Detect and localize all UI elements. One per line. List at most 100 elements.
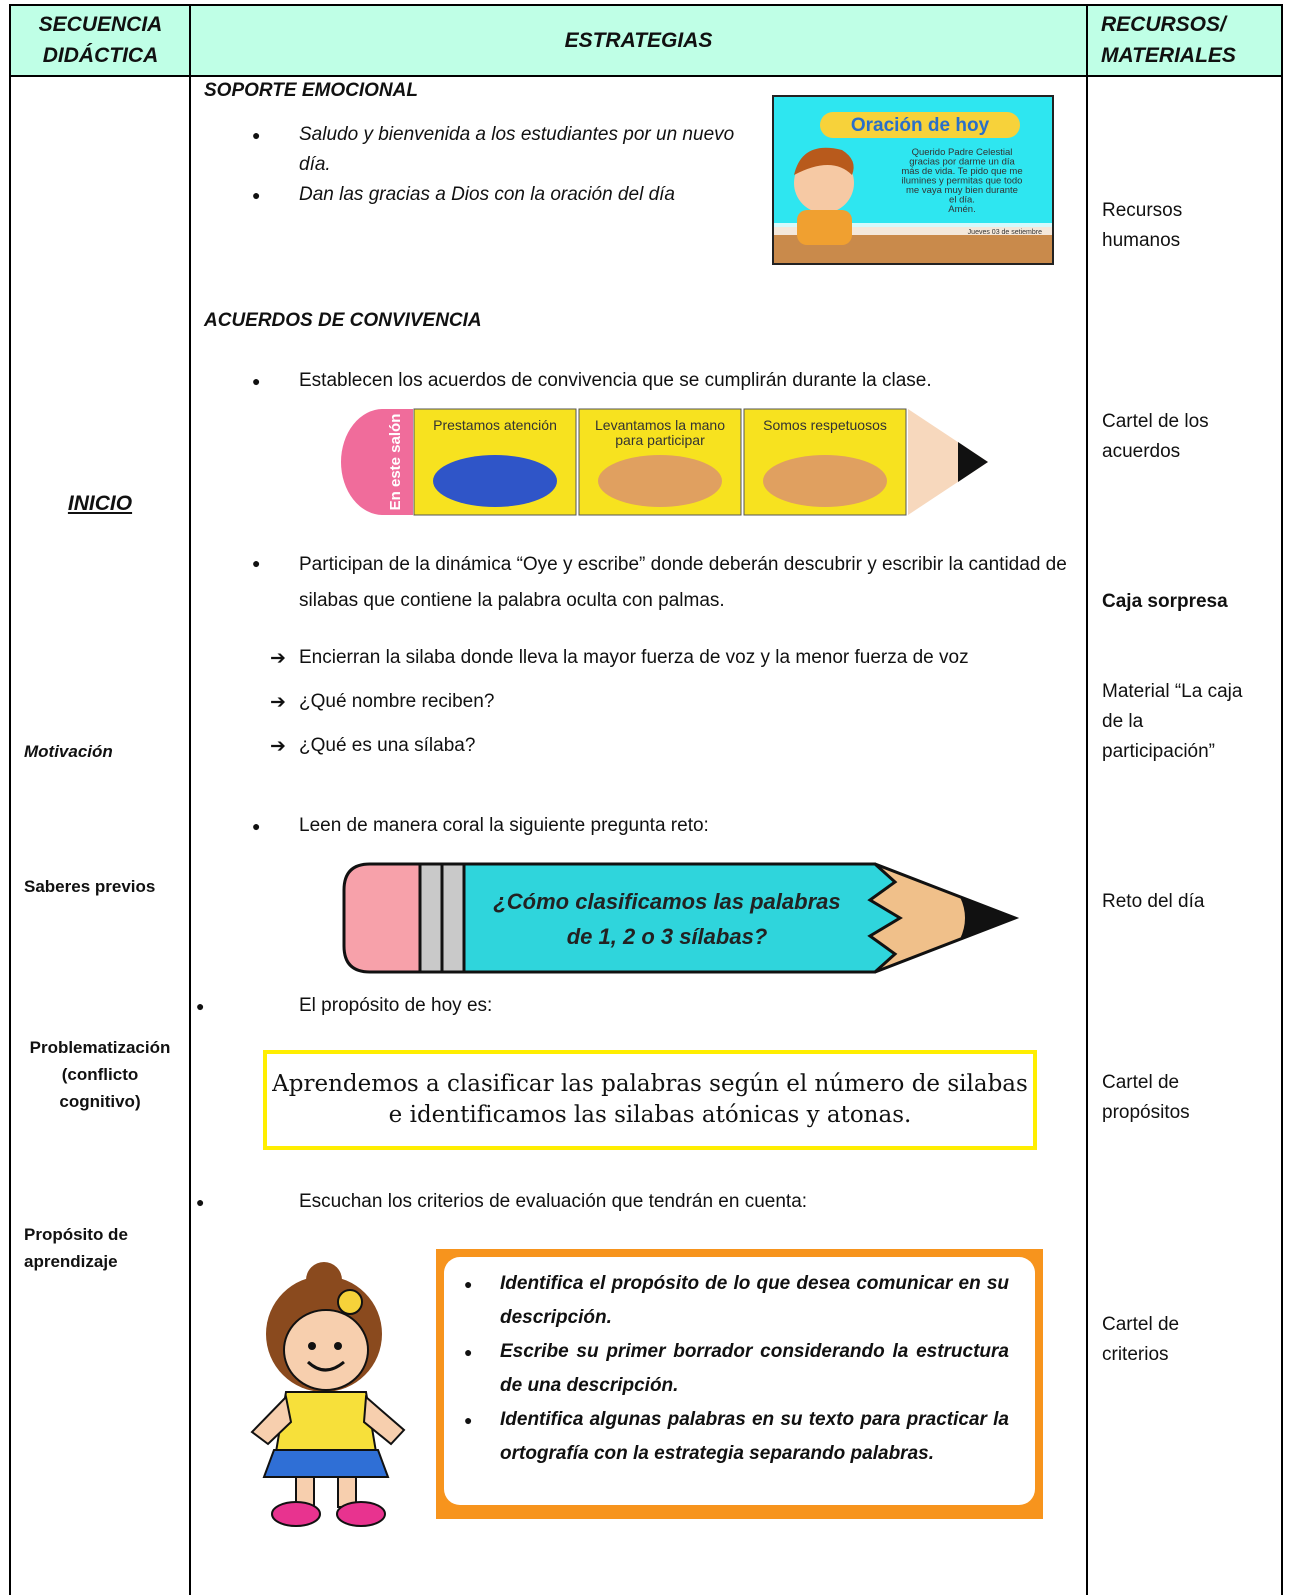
border <box>1086 4 1088 1595</box>
banner-label: Levantamos la mano para participar <box>595 417 725 448</box>
header-cell: ESTRATEGIAS <box>564 29 713 52</box>
arrow-text: ¿Qué es una sílaba? <box>299 735 476 756</box>
bullet: ● <box>252 818 261 834</box>
resource: Cartel de criterios <box>1102 1314 1180 1365</box>
prayer-line: el día. <box>949 195 975 206</box>
arrow: ➔ <box>270 736 286 757</box>
banner-items: Prestamos atención Levantamos la mano para… <box>413 408 907 516</box>
resource: Cartel de los acuerdos <box>1102 411 1209 462</box>
banner-label: Prestamos atención <box>433 417 557 433</box>
prayer-line: ilumines y permitas que todo <box>902 176 1023 187</box>
banner-picture <box>433 455 557 507</box>
section-title: SOPORTE EMOCIONAL <box>204 80 418 101</box>
eraser <box>341 409 413 515</box>
border <box>9 4 1283 6</box>
arrow: ➔ <box>270 692 286 713</box>
skirt <box>262 1449 390 1478</box>
banner-label: Somos respetuosos <box>763 417 887 433</box>
section-title: ACUERDOS DE CONVIVENCIA <box>204 310 482 331</box>
header-bg <box>10 5 1282 76</box>
resource: Reto del día <box>1102 891 1205 912</box>
criteria-text: Escribe su primer borrador considerando … <box>500 1341 1009 1396</box>
prayer-line: me vaya muy bien durante <box>906 185 1018 196</box>
criteria-inner: ● Identifica el propósito de lo que desea… <box>444 1257 1035 1505</box>
arrow-text: Encierran la silaba donde lleva la mayor… <box>299 647 969 668</box>
bullet-text: Establecen los acuerdos de convivencia q… <box>299 370 932 391</box>
shoe <box>336 1501 386 1527</box>
prayer-card: Oración de hoy Querido Padre Celestialgr… <box>772 95 1054 265</box>
header-cell: RECURSOS/ MATERIALES <box>1101 13 1236 67</box>
resource: Material “La caja de la participación” <box>1102 681 1243 762</box>
eraser-label: En este salón <box>387 414 404 511</box>
arrow-text: ¿Qué nombre reciben? <box>299 691 495 712</box>
resource: Cartel de propósitos <box>1102 1072 1190 1123</box>
pencil-paint <box>462 862 903 974</box>
criteria-item: ● Identifica algunas palabras en su texto… <box>464 1403 1009 1471</box>
border <box>9 4 11 1595</box>
face <box>283 1309 369 1391</box>
eye <box>334 1342 342 1350</box>
criteria-item: ● Escribe su primer borrador considerando… <box>464 1335 1009 1403</box>
bullet: ● <box>252 187 261 203</box>
prayer-line: más de vida. Te pido que me <box>901 166 1022 177</box>
bow <box>337 1289 363 1315</box>
pencil-tip <box>960 897 1015 939</box>
stage: Problematización (conflicto cognitivo) <box>29 1038 171 1111</box>
banner-picture <box>763 455 887 507</box>
banner-picture <box>598 455 722 507</box>
bullet-text: El propósito de hoy es: <box>299 995 493 1016</box>
bullet: ● <box>464 1412 473 1428</box>
stage: Motivación <box>24 742 113 761</box>
criteria-text: Identifica el propósito de lo que desea … <box>500 1273 1009 1328</box>
challenge-pencil: ¿Cómo clasificamos las palabras de 1, 2 … <box>342 862 1020 974</box>
girl-illustration <box>250 1262 406 1527</box>
title-band <box>820 112 1020 138</box>
pencil-wood <box>908 409 988 515</box>
smile <box>306 1360 345 1372</box>
bullet-text: Saludo y bienvenida a los estudiantes po… <box>299 124 735 175</box>
eye <box>308 1342 316 1350</box>
prayer-line: Amén. <box>948 204 975 215</box>
bullet-text: Leen de manera coral la siguiente pregun… <box>299 815 709 836</box>
criteria-item: ● Identifica el propósito de lo que desea… <box>464 1267 1009 1335</box>
border <box>189 4 191 1595</box>
banner-label-line: Levantamos la mano <box>595 417 725 433</box>
border <box>1281 4 1283 1595</box>
arrow: ➔ <box>270 648 286 669</box>
prayer-line: gracias por darme un día <box>909 157 1015 168</box>
arm <box>250 1394 293 1446</box>
arm <box>362 1394 406 1446</box>
child-body <box>797 210 852 245</box>
bullet-text: Participan de la dinámica “Oye y escribe… <box>299 554 1067 611</box>
challenge-question: de 1, 2 o 3 sílabas? <box>567 924 768 949</box>
prayer-line: Querido Padre Celestial <box>912 147 1013 158</box>
bullet: ● <box>252 373 261 389</box>
bullet: ● <box>196 1194 205 1210</box>
hair-bun <box>306 1262 342 1298</box>
resource: Recursos humanos <box>1102 200 1183 251</box>
bullet: ● <box>196 998 205 1014</box>
card-date: Jueves 03 de setiembre <box>968 229 1042 236</box>
card-title: Oración de hoy <box>851 115 990 136</box>
stage: Saberes previos <box>24 877 156 896</box>
criteria-list: ● Identifica el propósito de lo que desea… <box>464 1267 1009 1471</box>
eraser <box>342 862 422 974</box>
resource: Caja sorpresa <box>1102 591 1228 612</box>
bullet-text: Escuchan los criterios de evaluación que… <box>299 1191 808 1212</box>
bullet: ● <box>464 1276 473 1292</box>
shoe <box>271 1501 321 1527</box>
purpose-box: Aprendemos a clasificar las palabras seg… <box>263 1050 1037 1150</box>
agreements-banner: En este salón Prestamos atención Levantam… <box>341 408 988 516</box>
pencil-tip <box>958 442 988 482</box>
border <box>9 75 1283 77</box>
child-hair <box>794 147 854 175</box>
main-stage: INICIO <box>67 492 133 515</box>
criteria-box: ● Identifica el propósito de lo que desea… <box>436 1249 1043 1519</box>
bullet-text: Dan las gracias a Dios con la oración de… <box>299 184 675 205</box>
bullet: ● <box>252 555 261 571</box>
bullet: ● <box>464 1344 473 1360</box>
bullet: ● <box>252 127 261 143</box>
header-cell: SECUENCIA DIDÁCTICA <box>38 13 163 67</box>
